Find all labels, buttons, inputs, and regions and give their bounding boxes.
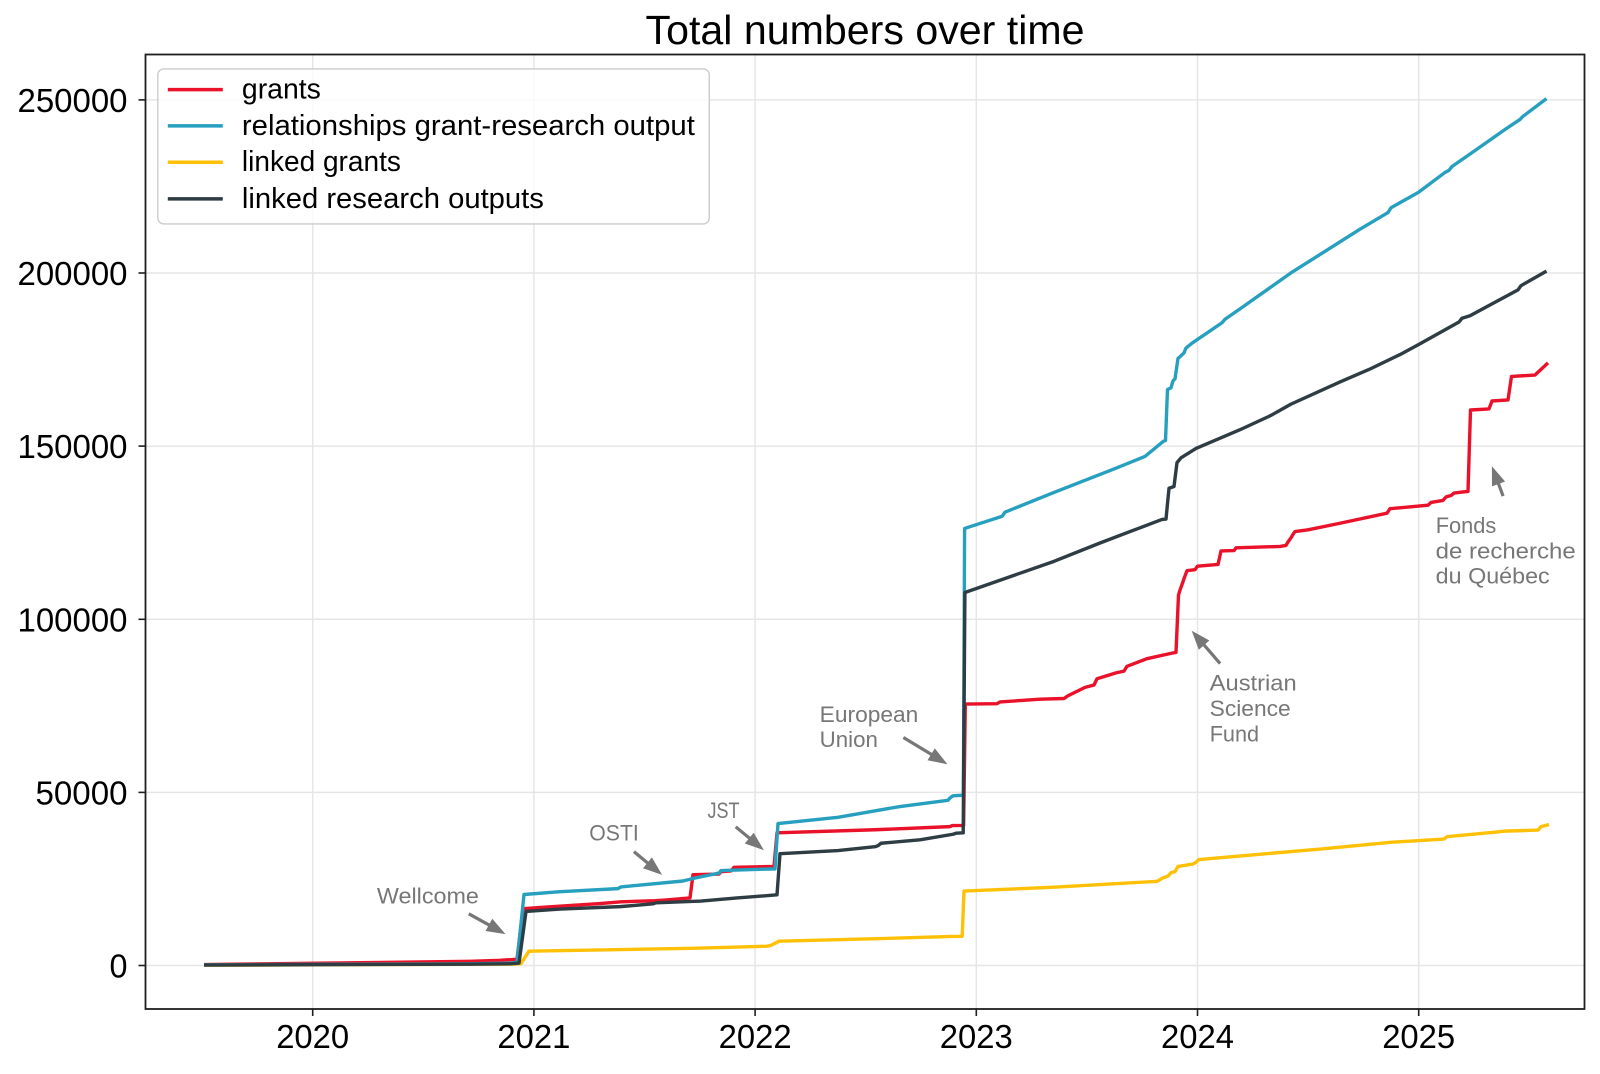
svg-text:2022: 2022 (719, 1018, 792, 1055)
svg-text:linked grants: linked grants (242, 146, 401, 178)
svg-text:JST: JST (708, 798, 740, 823)
svg-text:European: European (820, 702, 919, 727)
svg-text:Austrian: Austrian (1210, 671, 1297, 696)
svg-text:2021: 2021 (497, 1018, 570, 1055)
svg-text:150000: 150000 (18, 428, 128, 465)
svg-text:Fonds: Fonds (1436, 513, 1497, 538)
svg-text:OSTI: OSTI (589, 821, 639, 846)
svg-text:2024: 2024 (1161, 1018, 1234, 1055)
svg-text:Science: Science (1210, 696, 1291, 721)
svg-text:relationships grant-research o: relationships grant-research output (242, 110, 695, 142)
svg-text:Wellcome: Wellcome (377, 883, 479, 908)
svg-text:de recherche: de recherche (1436, 538, 1576, 563)
svg-text:Fund: Fund (1210, 721, 1259, 746)
svg-text:2020: 2020 (276, 1018, 349, 1055)
svg-text:0: 0 (110, 948, 128, 985)
svg-text:50000: 50000 (36, 774, 128, 811)
svg-text:linked research outputs: linked research outputs (242, 183, 544, 215)
svg-text:Union: Union (820, 727, 878, 752)
svg-text:2025: 2025 (1382, 1018, 1455, 1055)
svg-text:grants: grants (242, 74, 321, 106)
svg-text:Total numbers over time: Total numbers over time (646, 7, 1085, 53)
svg-text:200000: 200000 (18, 255, 128, 292)
svg-text:du Québec: du Québec (1436, 564, 1550, 589)
svg-text:250000: 250000 (18, 82, 128, 119)
svg-text:2023: 2023 (940, 1018, 1013, 1055)
svg-text:100000: 100000 (18, 601, 128, 638)
